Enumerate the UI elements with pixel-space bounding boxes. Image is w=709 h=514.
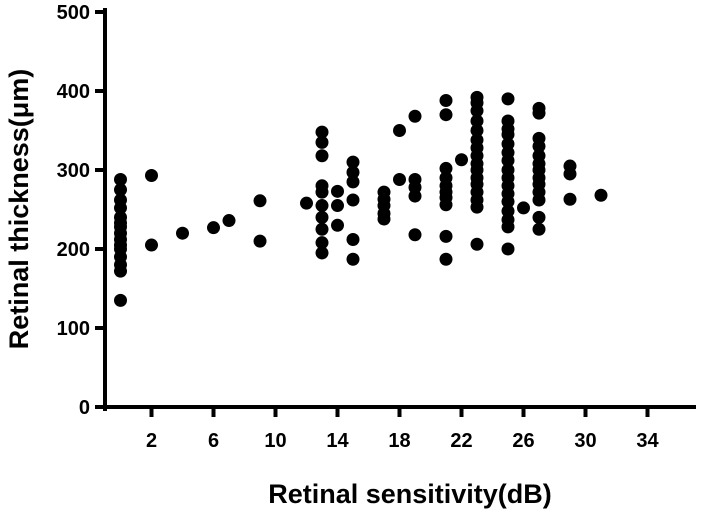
data-point	[315, 210, 329, 224]
data-point	[346, 155, 360, 169]
data-point	[408, 109, 422, 123]
data-point	[145, 238, 158, 252]
x-tick-label: 2	[146, 430, 157, 452]
y-tick-label: 0	[79, 397, 90, 419]
data-point	[532, 149, 546, 163]
data-point	[408, 172, 422, 186]
data-point	[393, 124, 406, 137]
axes	[103, 8, 696, 411]
x-tick-label: 6	[208, 430, 219, 452]
data-point	[439, 108, 453, 122]
data-point	[315, 222, 329, 236]
data-point	[176, 226, 189, 240]
x-tick-label: 30	[574, 430, 596, 452]
data-point	[315, 149, 329, 163]
data-point	[315, 125, 329, 139]
data-point	[346, 233, 360, 247]
data-point	[300, 196, 313, 210]
data-point	[207, 221, 220, 235]
data-point	[145, 169, 158, 183]
data-point	[439, 252, 453, 266]
x-tick-label: 26	[512, 430, 534, 452]
data-point	[331, 199, 344, 213]
data-point	[346, 165, 360, 179]
data-point	[501, 242, 515, 256]
x-tick-label: 10	[264, 430, 286, 452]
x-axis-title: Retinal sensitivity(dB)	[268, 479, 552, 509]
data-point	[439, 229, 453, 243]
x-tick-label: 18	[388, 430, 410, 452]
data-point	[563, 192, 577, 206]
data-point	[501, 163, 515, 177]
data-point	[439, 161, 453, 175]
data-point	[253, 194, 267, 208]
data-point	[501, 92, 515, 106]
data-point	[439, 171, 453, 185]
data-point	[114, 293, 127, 307]
data-point	[563, 159, 577, 173]
y-tick-label: 100	[57, 318, 90, 340]
data-point	[346, 252, 360, 266]
data-point	[470, 90, 484, 104]
data-point	[532, 101, 546, 115]
data-point	[315, 199, 329, 213]
data-point	[253, 234, 267, 248]
data-point	[439, 93, 453, 107]
data-points	[114, 90, 608, 307]
data-point	[315, 236, 329, 250]
y-axis-title: Retinal thickness(μm)	[4, 69, 34, 350]
data-point	[331, 218, 344, 232]
data-point	[114, 210, 127, 224]
y-tick-label: 500	[57, 2, 90, 24]
data-point	[114, 172, 127, 186]
x-tick-label: 22	[450, 430, 472, 452]
data-point	[408, 228, 422, 242]
data-point	[532, 131, 546, 145]
data-point	[377, 185, 391, 199]
y-tick-label: 200	[57, 239, 90, 261]
data-point	[114, 193, 127, 207]
data-point	[114, 183, 127, 197]
x-tick-label: 34	[636, 430, 659, 452]
data-point	[594, 188, 608, 202]
data-point	[470, 124, 484, 137]
data-point	[346, 175, 360, 189]
data-point	[455, 153, 468, 167]
data-point	[532, 210, 546, 224]
data-point	[393, 172, 406, 186]
data-point	[315, 135, 329, 149]
data-point	[501, 114, 515, 128]
data-point	[470, 114, 484, 128]
data-point	[470, 133, 484, 147]
data-point	[470, 237, 484, 251]
data-point	[501, 137, 515, 151]
data-point	[315, 179, 329, 193]
data-point	[517, 201, 530, 215]
y-tick-label: 300	[57, 160, 90, 182]
data-point	[331, 184, 344, 198]
data-point	[346, 193, 360, 207]
y-tick-label: 400	[57, 81, 90, 103]
x-tick-label: 14	[326, 430, 349, 452]
data-point	[501, 204, 515, 218]
data-point	[532, 222, 546, 236]
data-point	[222, 214, 236, 228]
data-point	[315, 246, 329, 260]
